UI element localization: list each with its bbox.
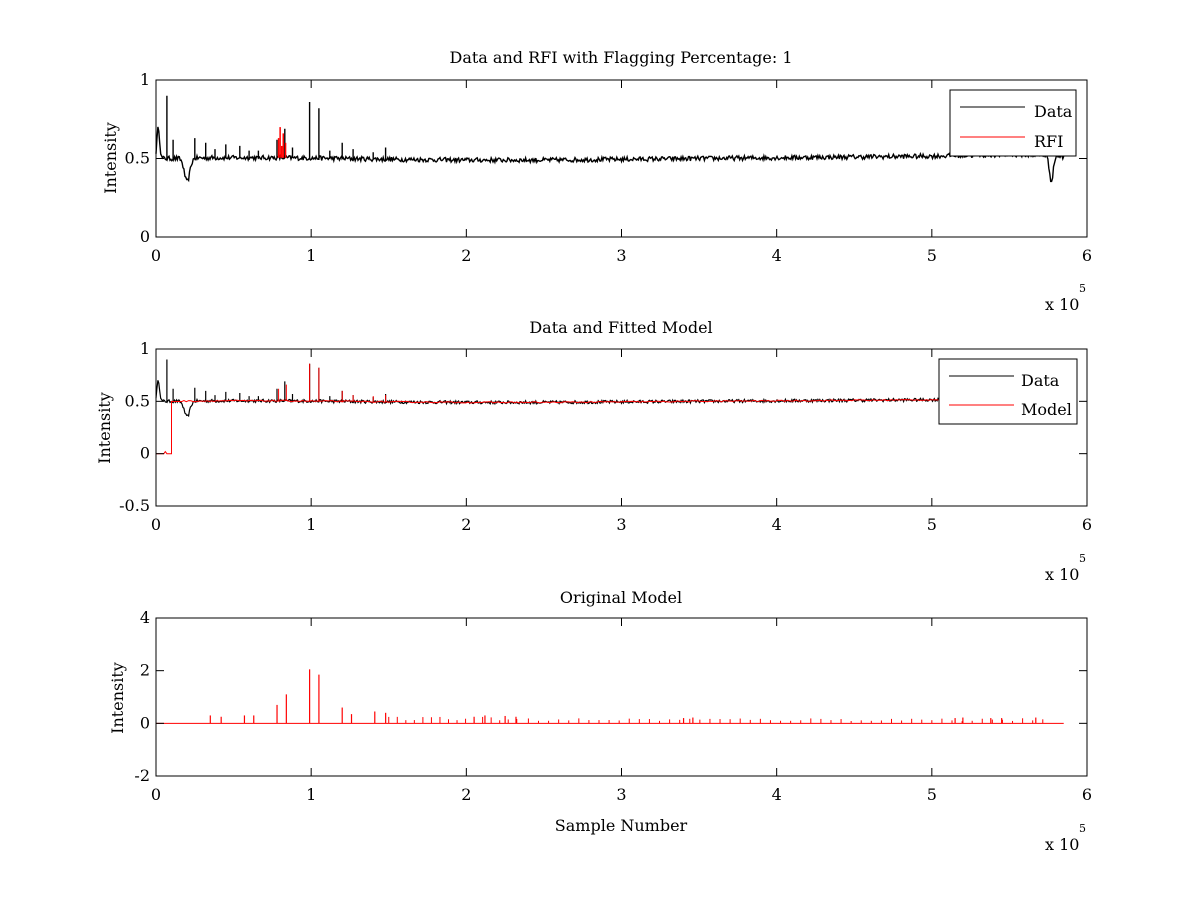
y-tick-label: 1	[140, 339, 150, 358]
panel1-legend-rfi-label: RFI	[1034, 132, 1063, 151]
y-tick-label: 0	[140, 713, 150, 732]
panel1-plot-area	[155, 95, 1065, 183]
x-tick-label: 1	[306, 515, 316, 534]
panel1-legend: Data RFI	[949, 89, 1077, 157]
panel2-x-multiplier: x 10	[1045, 565, 1079, 584]
panel-fitted-model: Data and Fitted Model Intensity -0.500.5…	[95, 318, 1092, 584]
panel3-y-ticks: -2 0 2 4	[134, 608, 1087, 785]
panel2-legend: Data Model	[938, 358, 1078, 425]
panel2-title: Data and Fitted Model	[529, 318, 712, 337]
panel3-x-ticks: 0 1 2 3 4 5 6	[151, 618, 1092, 804]
panel2-plot-area	[155, 359, 1065, 455]
panel1-title: Data and RFI with Flagging Percentage: 1	[449, 48, 792, 67]
y-tick-label: 1	[140, 70, 150, 89]
x-tick-label: 1	[306, 785, 316, 804]
panel3-plot-area	[156, 669, 1064, 724]
model-series-line	[156, 397, 1064, 455]
panel1-x-multiplier: x 10	[1045, 295, 1079, 314]
x-tick-label: 0	[151, 515, 161, 534]
panel1-x-exponent: 5	[1079, 282, 1086, 295]
x-tick-label: 0	[151, 246, 161, 265]
x-tick-label: 2	[461, 515, 471, 534]
x-tick-label: 6	[1082, 785, 1092, 804]
panel-data-rfi: Data and RFI with Flagging Percentage: 1…	[101, 48, 1092, 314]
x-tick-label: 1	[306, 246, 316, 265]
y-tick-label: 0.5	[125, 149, 150, 168]
x-tick-label: 3	[616, 246, 626, 265]
panel3-x-multiplier: x 10	[1045, 835, 1079, 854]
x-tick-label: 6	[1082, 515, 1092, 534]
x-tick-label: 0	[151, 785, 161, 804]
x-tick-label: 5	[927, 785, 937, 804]
panel2-legend-model-label: Model	[1021, 400, 1072, 419]
y-tick-label: 0	[140, 444, 150, 463]
x-tick-label: 4	[772, 785, 782, 804]
y-tick-label: 0	[140, 227, 150, 246]
panel3-title: Original Model	[560, 588, 682, 607]
x-tick-label: 5	[927, 246, 937, 265]
x-tick-label: 6	[1082, 246, 1092, 265]
panel1-x-ticks: 0 1 2 3 4 5 6	[151, 80, 1092, 265]
x-tick-label: 3	[616, 785, 626, 804]
y-tick-label: -0.5	[119, 496, 150, 515]
x-tick-label: 5	[927, 515, 937, 534]
x-tick-label: 2	[461, 246, 471, 265]
panel1-y-ticks: 00.51	[125, 70, 1087, 246]
y-tick-label: 4	[140, 608, 150, 627]
panel3-xlabel: Sample Number	[555, 816, 688, 835]
panel2-x-ticks: 0 1 2 3 4 5 6	[151, 349, 1092, 534]
x-tick-label: 3	[616, 515, 626, 534]
y-tick-label: 2	[140, 661, 150, 680]
panel1-legend-data-label: Data	[1034, 102, 1073, 121]
x-tick-label: 2	[461, 785, 471, 804]
x-tick-label: 4	[772, 515, 782, 534]
y-tick-label: 0.5	[125, 391, 150, 410]
panel2-y-ticks: -0.5 0 0.5 1	[119, 339, 1087, 515]
panel1-ylabel: Intensity	[101, 122, 120, 194]
y-tick-label: -2	[134, 766, 150, 785]
panel2-x-exponent: 5	[1079, 552, 1086, 565]
panel2-legend-data-label: Data	[1021, 371, 1060, 390]
panel2-ylabel: Intensity	[95, 392, 114, 464]
x-tick-label: 4	[772, 246, 782, 265]
panel3-x-exponent: 5	[1079, 822, 1086, 835]
panel1-legend-box	[949, 89, 1077, 157]
panel2-legend-box	[938, 358, 1078, 425]
panel3-ylabel: Intensity	[108, 662, 127, 734]
